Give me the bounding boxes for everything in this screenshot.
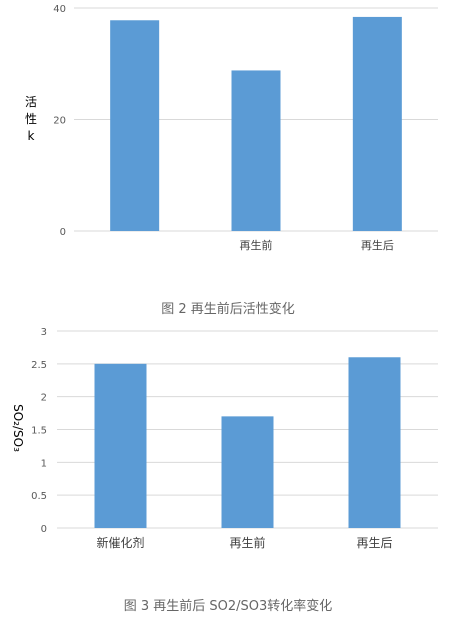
x-tick-label: 新催化剂 (96, 535, 144, 550)
bar (231, 70, 281, 231)
bar (348, 357, 401, 528)
chart-so2-so3-caption: 图 3 再生前后 SO2/SO3转化率变化 (123, 599, 333, 614)
y-tick-label: 0 (41, 524, 47, 535)
bar (94, 363, 147, 528)
bar (110, 20, 160, 231)
y-axis-label: k (28, 129, 35, 143)
y-tick-label: 0.5 (31, 491, 47, 502)
chart-so2-so3: 0 0.5 1 1.5 2 2.5 3 新催化剂 再生前 再生后 SO₂/SO₃ (11, 327, 438, 550)
y-tick-label: 3 (41, 327, 47, 338)
y-tick-label: 40 (53, 4, 66, 15)
chart-activity-caption: 图 2 再生前后活性变化 (161, 302, 295, 317)
y-tick-label: 0 (60, 227, 66, 238)
x-tick-label: 再生前 (229, 535, 265, 550)
x-tick-label: 再生后 (356, 536, 392, 550)
y-tick-label: 1 (41, 458, 47, 469)
y-axis-label: 活 (25, 95, 37, 109)
x-tick-label: 再生前 (240, 238, 273, 252)
bar (221, 416, 274, 528)
chart-activity: 0 20 40 再生前 再生后 活性k (25, 4, 438, 252)
y-axis-label: 性 (25, 112, 37, 126)
y-tick-label: 20 (53, 116, 66, 127)
y-tick-label: 2 (41, 393, 47, 404)
x-tick-label: 再生后 (361, 238, 394, 252)
y-tick-label: 1.5 (31, 426, 47, 437)
y-tick-label: 2.5 (31, 360, 47, 371)
y-axis-label: SO₂/SO₃ (11, 404, 25, 452)
bar (352, 16, 402, 232)
